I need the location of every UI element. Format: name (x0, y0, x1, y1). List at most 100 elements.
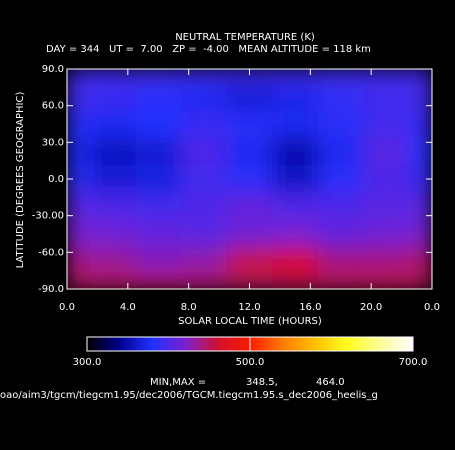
x-tick-label: 0.0 (59, 302, 75, 313)
heat-cell (89, 69, 136, 84)
x-tick-label: 0.0 (424, 302, 440, 313)
heat-cell (317, 165, 365, 194)
y-tick-label: 90.0 (42, 64, 64, 75)
heat-cell (272, 220, 319, 249)
heat-cell (135, 82, 182, 111)
heat-cell (317, 82, 365, 111)
heat-cell (363, 137, 410, 166)
heat-cell (317, 220, 365, 249)
heat-cell (409, 192, 432, 221)
minmax-label: MIN,MAX = (150, 377, 206, 388)
heat-cell (409, 247, 432, 276)
heat-cell (409, 110, 432, 139)
heat-cell (226, 247, 273, 276)
heat-cell (317, 192, 365, 221)
heat-cell (89, 220, 136, 249)
heat-cell (135, 275, 182, 289)
heat-cell (363, 247, 410, 276)
heatmap (67, 69, 432, 289)
y-tick-label: 30.0 (42, 137, 64, 148)
heat-cell (272, 275, 319, 289)
heat-cell (226, 137, 273, 166)
heat-cell (363, 192, 410, 221)
heat-cell (181, 192, 228, 221)
heat-cell (89, 247, 136, 276)
heat-cell (409, 220, 432, 249)
heat-cell (67, 137, 91, 166)
chart-title: NEUTRAL TEMPERATURE (K) (175, 32, 315, 43)
heat-cell (317, 110, 365, 139)
y-tick-label: -60.0 (38, 247, 64, 258)
heat-cell (409, 165, 432, 194)
colorbar-tick-label: 300.0 (73, 357, 102, 368)
heat-cell (67, 165, 91, 194)
heat-cell (409, 82, 432, 111)
heat-cell (67, 275, 91, 289)
heat-cell (67, 192, 91, 221)
heat-cell (226, 192, 273, 221)
heat-cell (89, 137, 136, 166)
file-path: oao/aim3/tgcm/tiegcm1.95/dec2006/TGCM.ti… (0, 390, 378, 401)
minmax-value: 464.0 (316, 377, 345, 388)
heat-cell (272, 137, 319, 166)
heat-cell (181, 110, 228, 139)
heat-cell (409, 275, 432, 289)
heat-cell (135, 137, 182, 166)
heat-cell (226, 165, 273, 194)
heat-cell (226, 82, 273, 111)
heat-cell (363, 110, 410, 139)
heat-cell (272, 82, 319, 111)
x-tick-label: 8.0 (181, 302, 197, 313)
y-axis-label: LATITUDE (DEGREES GEOGRAPHIC) (15, 92, 26, 269)
heat-cell (317, 137, 365, 166)
heat-cell (181, 165, 228, 194)
heat-cell (89, 192, 136, 221)
heat-cell (135, 192, 182, 221)
heat-cell (89, 82, 136, 111)
heat-cell (135, 165, 182, 194)
x-axis-label: SOLAR LOCAL TIME (HOURS) (178, 316, 322, 327)
heat-cell (181, 275, 228, 289)
heat-cell (272, 69, 319, 84)
heat-cell (363, 220, 410, 249)
heat-cell (272, 247, 319, 276)
heat-cell (135, 69, 182, 84)
x-tick-label: 16.0 (299, 302, 321, 313)
heat-cell (89, 275, 136, 289)
chart-subtitle: DAY = 344 UT = 7.00 ZP = -4.00 MEAN ALTI… (46, 44, 371, 55)
plot-area (67, 69, 432, 289)
heat-cell (317, 247, 365, 276)
heat-cell (363, 165, 410, 194)
heat-cell (226, 220, 273, 249)
x-tick-label: 20.0 (360, 302, 382, 313)
x-tick-label: 12.0 (238, 302, 260, 313)
x-tick-label: 4.0 (120, 302, 136, 313)
heat-cell (135, 110, 182, 139)
heat-cell (272, 110, 319, 139)
heat-cell (67, 247, 91, 276)
heat-cell (181, 220, 228, 249)
heat-cell (181, 69, 228, 84)
y-tick-label: -90.0 (38, 284, 64, 295)
heat-cell (67, 69, 91, 84)
colorbar-tick-label: 700.0 (399, 357, 428, 368)
y-tick-label: -30.00 (32, 211, 64, 222)
minmax-value: 348.5, (246, 377, 278, 388)
heat-cell (363, 82, 410, 111)
heat-cell (135, 220, 182, 249)
heat-cell (363, 275, 410, 289)
heat-cell (409, 69, 432, 84)
heat-cell (135, 247, 182, 276)
heat-cell (226, 69, 273, 84)
y-tick-label: 0.0 (48, 174, 64, 185)
heat-cell (272, 192, 319, 221)
heat-cell (272, 165, 319, 194)
colorbar-tick-label: 500.0 (236, 357, 265, 368)
heat-cell (181, 137, 228, 166)
heat-cell (226, 275, 273, 289)
heat-cell (89, 165, 136, 194)
heat-cell (67, 82, 91, 111)
heat-cell (67, 220, 91, 249)
heat-cell (89, 110, 136, 139)
